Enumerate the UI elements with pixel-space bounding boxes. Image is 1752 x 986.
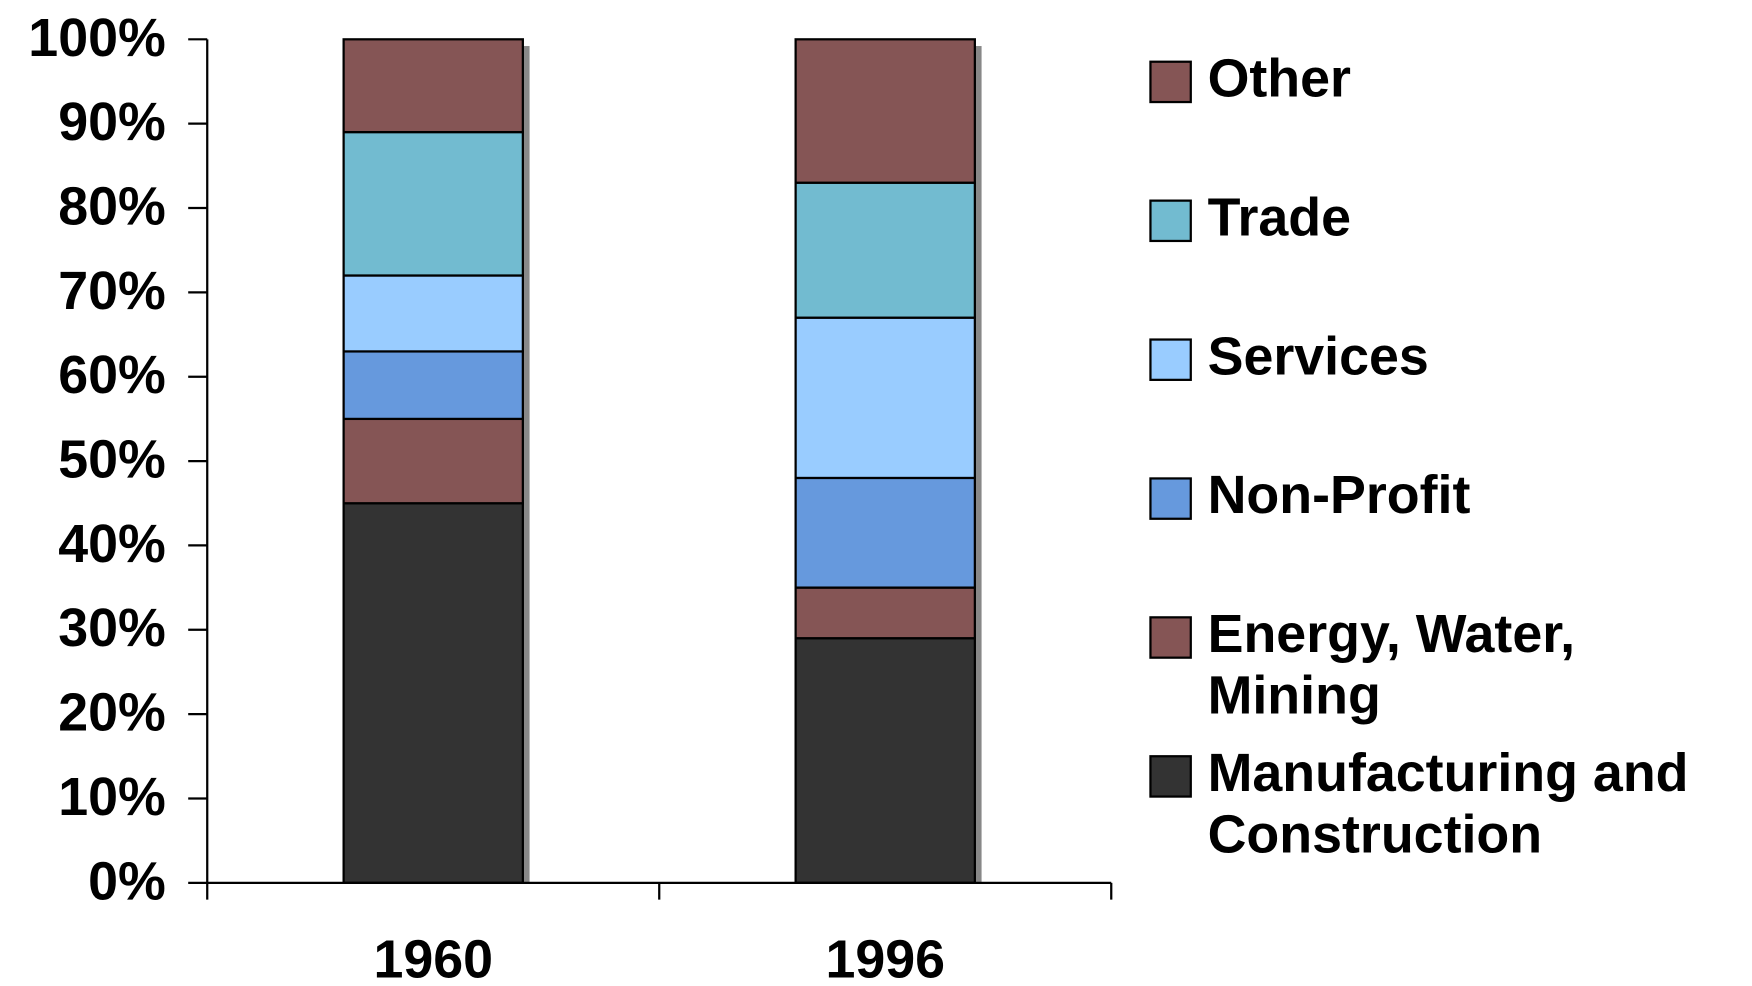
y-tick-label: 90% bbox=[58, 92, 166, 152]
legend-label: Energy, Water, Mining bbox=[1207, 605, 1576, 727]
legend-entry: Other bbox=[1207, 49, 1351, 109]
legend-entry: Non-Profit bbox=[1207, 466, 1471, 526]
bar-segment bbox=[342, 130, 524, 277]
bar-segment bbox=[342, 417, 524, 505]
bar-segment bbox=[794, 181, 976, 319]
legend-entry: Services bbox=[1207, 327, 1429, 387]
y-tick-label: 20% bbox=[58, 683, 166, 743]
legend-entry: Trade bbox=[1207, 188, 1352, 248]
y-tick-label: 50% bbox=[58, 430, 166, 490]
legend-entry: Energy, Water, Mining bbox=[1207, 605, 1576, 727]
y-tick-label: 100% bbox=[28, 8, 165, 68]
legend-entry: Manufacturing and Construction bbox=[1207, 743, 1689, 865]
legend-swatch bbox=[1149, 477, 1192, 520]
legend-label: Trade bbox=[1207, 188, 1352, 248]
y-tick-label: 10% bbox=[58, 767, 166, 827]
x-tick-label: 1996 bbox=[825, 930, 945, 986]
legend-swatch bbox=[1149, 199, 1192, 243]
legend-label: Other bbox=[1207, 49, 1351, 109]
y-tick-label: 60% bbox=[58, 345, 166, 405]
legend-label: Services bbox=[1207, 327, 1429, 387]
legend-swatch bbox=[1149, 338, 1192, 381]
legend-swatch bbox=[1149, 616, 1192, 659]
bar-segment bbox=[794, 316, 976, 480]
bar-segment bbox=[794, 586, 976, 640]
legend-swatch bbox=[1149, 60, 1192, 104]
y-tick-label: 0% bbox=[88, 851, 166, 911]
legend-label: Manufacturing and Construction bbox=[1207, 743, 1689, 865]
x-tick-label: 1960 bbox=[373, 930, 493, 986]
bar-segment bbox=[342, 350, 524, 421]
bar-segment bbox=[794, 38, 976, 184]
y-tick-label: 80% bbox=[58, 176, 166, 236]
bar-segment bbox=[342, 502, 524, 884]
bar-segment bbox=[794, 476, 976, 589]
legend-swatch bbox=[1149, 755, 1192, 798]
y-tick-label: 40% bbox=[58, 514, 166, 574]
y-tick-label: 70% bbox=[58, 261, 166, 321]
bar-segment bbox=[342, 274, 524, 353]
bar-segment bbox=[794, 637, 976, 884]
bar-segment bbox=[342, 38, 524, 134]
legend-label: Non-Profit bbox=[1207, 466, 1471, 526]
y-tick-label: 30% bbox=[58, 598, 166, 658]
